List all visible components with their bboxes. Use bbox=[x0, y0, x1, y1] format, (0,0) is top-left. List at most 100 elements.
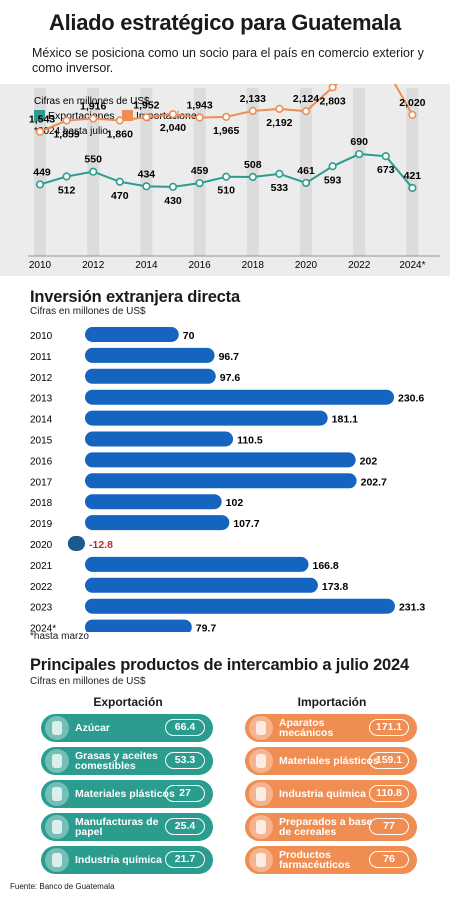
imports-data-label: 2,124 bbox=[293, 93, 319, 105]
product-icon bbox=[249, 749, 273, 773]
fdi-year-label: 2015 bbox=[30, 436, 53, 447]
exports-data-label: 690 bbox=[350, 136, 368, 148]
legend-imports-label: Importaciones bbox=[136, 110, 202, 122]
imports-data-label: 2,192 bbox=[266, 117, 292, 129]
product-icon bbox=[249, 716, 273, 740]
trade-band bbox=[140, 88, 153, 256]
x-tick-label: 2010 bbox=[29, 260, 52, 271]
product-value: 53.3 bbox=[165, 752, 205, 769]
product-icon bbox=[45, 848, 69, 872]
fdi-value-label: 70 bbox=[183, 330, 195, 342]
trade-band bbox=[246, 88, 259, 256]
imports-data-label: 2,133 bbox=[240, 93, 266, 105]
exports-point bbox=[248, 172, 257, 182]
x-tick-label: 2020 bbox=[295, 260, 318, 271]
imports-data-label: 2,803 bbox=[319, 95, 345, 107]
exports-point bbox=[142, 182, 151, 191]
imports-data-label: 1,543 bbox=[29, 114, 55, 126]
imports-point bbox=[301, 107, 311, 116]
exports-data-label: 430 bbox=[164, 195, 182, 207]
exports-data-label: 449 bbox=[33, 166, 51, 178]
fdi-value-label: 96.7 bbox=[219, 351, 240, 363]
trade-units: Cifras en millones de US$ bbox=[34, 96, 150, 107]
fdi-value-label: 173.8 bbox=[322, 581, 348, 593]
product-value: 27 bbox=[165, 785, 205, 802]
import-product-item: Materiales plásticos 159.1 bbox=[245, 747, 417, 775]
trade-band bbox=[406, 88, 419, 256]
product-label: Aparatos mecánicos bbox=[279, 717, 334, 739]
exports-point bbox=[301, 178, 311, 188]
x-tick-label: 2022 bbox=[348, 260, 371, 271]
product-value: 77 bbox=[369, 818, 409, 835]
imports-point bbox=[408, 110, 417, 119]
source-note: Fuente: Banco de Guatemala bbox=[10, 882, 115, 891]
fdi-bar bbox=[85, 619, 192, 632]
exports-point bbox=[408, 183, 417, 193]
imports-point bbox=[222, 112, 231, 121]
exports-data-label: 434 bbox=[138, 168, 156, 180]
fdi-bar bbox=[85, 389, 395, 405]
fdi-bar bbox=[85, 577, 318, 593]
fdi-year-label: 2022 bbox=[30, 582, 53, 593]
imports-data-label: 1,916 bbox=[80, 101, 106, 113]
exports-point bbox=[328, 162, 337, 171]
fdi-value-label: 202.7 bbox=[361, 476, 387, 488]
product-icon bbox=[249, 782, 273, 806]
imports-point bbox=[62, 116, 71, 125]
fdi-value-label: 107.7 bbox=[233, 518, 259, 530]
imports-data-label: 1,965 bbox=[213, 125, 239, 137]
exports-point bbox=[62, 172, 71, 181]
imports-data-label: 2,020 bbox=[399, 97, 425, 109]
product-label: Preparados a base de cereales bbox=[279, 816, 373, 838]
export-product-item: Materiales plásticos 27 bbox=[41, 780, 213, 808]
fdi-bar-chart: 2010 70 2011 96.7 2012 97.6 2013 230.6 2014 181.1… bbox=[30, 327, 425, 632]
fdi-bar bbox=[85, 327, 179, 342]
imports-point bbox=[168, 110, 178, 119]
fdi-bar bbox=[85, 452, 356, 468]
imports-point bbox=[89, 114, 98, 123]
imports-point bbox=[328, 84, 337, 92]
fdi-bar bbox=[85, 347, 215, 363]
product-value: 76 bbox=[369, 851, 409, 868]
product-label: Productos farmacéuticos bbox=[279, 849, 351, 871]
x-tick-label: 2014 bbox=[135, 260, 158, 271]
products-units: Cifras en millones de US$ bbox=[30, 676, 146, 687]
exports-point bbox=[115, 177, 124, 186]
fdi-bar bbox=[85, 410, 328, 426]
trade-band bbox=[353, 88, 366, 256]
fdi-bar bbox=[85, 598, 395, 614]
fdi-value-label: 102 bbox=[226, 497, 244, 509]
fdi-year-label: 2012 bbox=[30, 373, 53, 384]
fdi-value-label: 79.7 bbox=[196, 623, 217, 632]
fdi-year-label: 2019 bbox=[30, 519, 53, 530]
exports-point bbox=[168, 182, 178, 191]
exports-data-label: 508 bbox=[244, 159, 262, 171]
fdi-value-label: 231.3 bbox=[399, 602, 425, 614]
product-label: Industria química bbox=[279, 788, 366, 800]
product-value: 171.1 bbox=[369, 719, 409, 736]
fdi-bar bbox=[85, 431, 234, 447]
fdi-year-label: 2018 bbox=[30, 498, 53, 509]
product-icon bbox=[45, 815, 69, 839]
imports-point bbox=[248, 106, 257, 116]
product-icon bbox=[249, 848, 273, 872]
imports-data-label: 1,952 bbox=[133, 99, 159, 111]
product-icon bbox=[249, 815, 273, 839]
export-product-item: Manufacturas de papel 25.4 bbox=[41, 813, 213, 841]
imports-point bbox=[275, 104, 284, 113]
exports-point bbox=[195, 179, 204, 188]
fdi-value-label: 97.6 bbox=[220, 372, 241, 384]
legend-exports-swatch bbox=[34, 110, 45, 121]
fdi-title: Inversión extranjera directa bbox=[30, 288, 240, 306]
fdi-bar-negative bbox=[67, 536, 85, 551]
trade-band bbox=[193, 88, 206, 256]
imports-point bbox=[35, 127, 45, 136]
product-label: Manufacturas de papel bbox=[75, 816, 159, 838]
product-value: 21.7 bbox=[165, 851, 205, 868]
import-product-item: Preparados a base de cereales 77 bbox=[245, 813, 417, 841]
imports-heading: Importación bbox=[297, 695, 367, 709]
export-product-item: Industria química 21.7 bbox=[41, 846, 213, 874]
x-tick-label: 2012 bbox=[82, 260, 105, 271]
product-label: Azúcar bbox=[75, 722, 111, 734]
exports-data-label: 512 bbox=[58, 184, 76, 196]
